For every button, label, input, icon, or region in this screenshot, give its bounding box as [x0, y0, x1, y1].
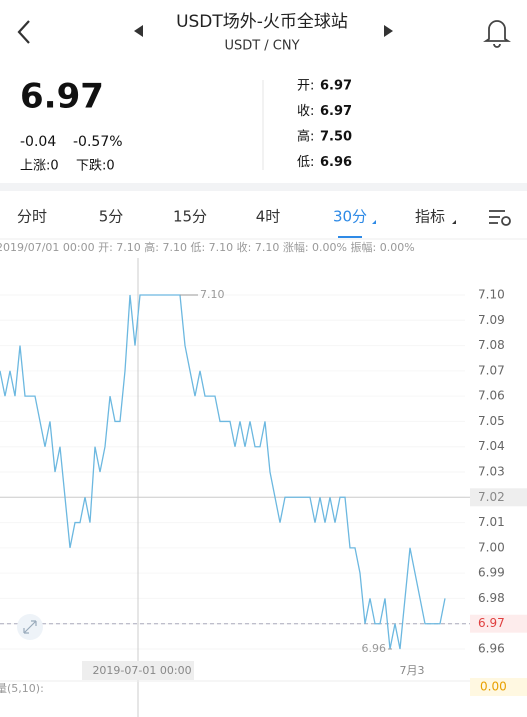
settings-icon[interactable] — [489, 210, 511, 226]
down-count: 下跌:0 — [76, 158, 115, 174]
tab[interactable]: 4时 — [256, 208, 281, 226]
tab[interactable]: 5分 — [99, 208, 124, 226]
last-price-label: 6.97 — [478, 616, 505, 630]
y-tick-label: 7.01 — [478, 515, 505, 529]
change-percent: -0.57% — [73, 134, 123, 150]
last-price-box — [470, 614, 527, 633]
y-tick-label: 6.99 — [478, 566, 505, 580]
y-tick-label: 7.09 — [478, 313, 505, 327]
tab[interactable]: 分时 — [17, 208, 47, 226]
x-tick-label: 7月3 — [400, 664, 425, 677]
separator-band — [0, 183, 527, 191]
price-line — [0, 294, 446, 650]
stat-value: 6.97 — [320, 104, 352, 119]
tab[interactable]: 15分 — [173, 208, 207, 226]
max-label: 7.10 — [200, 288, 225, 301]
change: -0.04 — [20, 134, 56, 150]
tab-dropdown — [372, 220, 376, 224]
stat-label: 高: — [297, 129, 314, 145]
tab-dropdown — [452, 220, 456, 224]
up-count: 上涨:0 — [20, 159, 59, 174]
stat-value: 6.97 — [320, 79, 352, 94]
crosshair-x-box — [82, 661, 194, 680]
y-tick-label: 6.96 — [478, 642, 505, 656]
title: USDT场外-火币全球站 — [176, 12, 348, 32]
prev-market[interactable] — [134, 25, 143, 37]
stat-label: 低: — [297, 155, 314, 170]
stat-label: 开: — [297, 79, 314, 94]
last-price: 6.97 — [20, 77, 104, 117]
volume-label: 量(5,10): — [0, 682, 44, 695]
stat-value: 7.50 — [320, 130, 352, 145]
back-button[interactable] — [17, 20, 30, 44]
y-tick-label: 7.04 — [478, 439, 505, 453]
next-market[interactable] — [384, 25, 393, 37]
expand-icon[interactable] — [17, 614, 43, 640]
volume-value: 0.00 — [480, 680, 507, 694]
y-tick-label: 7.06 — [478, 389, 505, 403]
x-tick-label: 2019-07-01 00:00 — [92, 664, 191, 677]
y-tick-label: 7.08 — [478, 338, 505, 352]
min-label: 6.96 — [362, 642, 387, 655]
y-tick-label: 7.00 — [478, 540, 505, 554]
tab[interactable]: 指标 — [415, 208, 445, 226]
stat-value: 6.96 — [320, 155, 352, 170]
volume-box — [470, 678, 527, 696]
y-tick-label: 7.05 — [478, 414, 505, 428]
subtitle: USDT / CNY — [224, 39, 299, 54]
crosshair-y-box — [470, 488, 527, 507]
y-tick-label: 7.07 — [478, 363, 505, 377]
stat-label: 收: — [297, 104, 314, 119]
y-tick-label: 7.03 — [478, 465, 505, 479]
bell-icon[interactable] — [483, 20, 511, 48]
crosshair-y-label: 7.02 — [478, 490, 505, 504]
active-tab-indicator — [338, 236, 362, 238]
y-tick-label: 6.98 — [478, 591, 505, 605]
y-tick-label: 7.10 — [478, 288, 505, 302]
info-bar: 2019/07/01 00:00 开: 7.10 高: 7.10 低: 7.10… — [0, 240, 415, 254]
tab[interactable]: 30分 — [333, 208, 367, 226]
